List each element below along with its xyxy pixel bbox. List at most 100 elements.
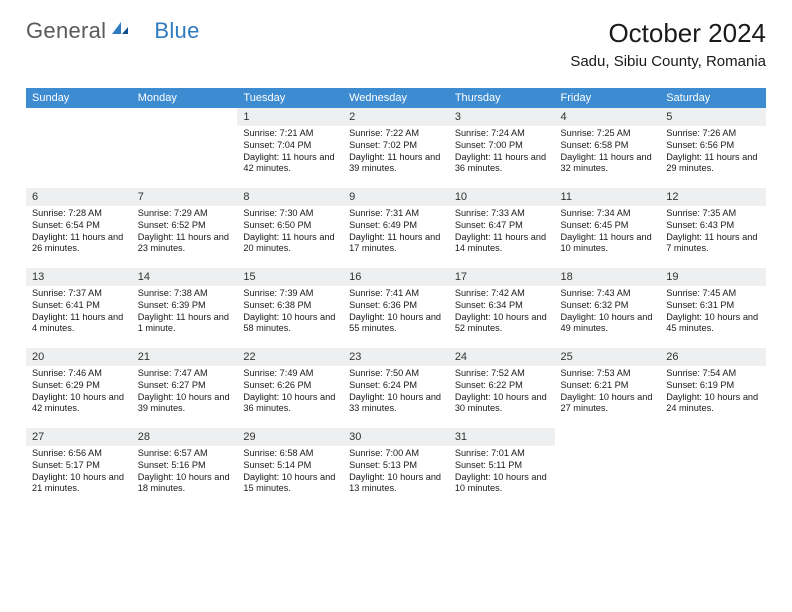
sunset-line: Sunset: 6:32 PM xyxy=(561,300,655,312)
daynum-row: 12345 xyxy=(26,108,766,126)
day-info: Sunrise: 7:01 AMSunset: 5:11 PMDaylight:… xyxy=(449,446,555,508)
day-info: Sunrise: 7:25 AMSunset: 6:58 PMDaylight:… xyxy=(555,126,661,188)
day-info: Sunrise: 7:42 AMSunset: 6:34 PMDaylight:… xyxy=(449,286,555,348)
header: General Blue October 2024 Sadu, Sibiu Co… xyxy=(26,18,766,70)
day-info-cell: Sunrise: 7:21 AMSunset: 7:04 PMDaylight:… xyxy=(237,126,343,188)
sunrise-line: Sunrise: 7:21 AM xyxy=(243,128,337,140)
day-info-cell: Sunrise: 7:25 AMSunset: 6:58 PMDaylight:… xyxy=(555,126,661,188)
day-number: 9 xyxy=(343,188,449,206)
daylight-line: Daylight: 10 hours and 42 minutes. xyxy=(32,392,126,416)
daylight-line: Daylight: 10 hours and 24 minutes. xyxy=(666,392,760,416)
sunset-line: Sunset: 6:43 PM xyxy=(666,220,760,232)
day-number-cell: 11 xyxy=(555,188,661,206)
day-number-cell: 2 xyxy=(343,108,449,126)
info-row: Sunrise: 7:21 AMSunset: 7:04 PMDaylight:… xyxy=(26,126,766,188)
sunset-line: Sunset: 6:26 PM xyxy=(243,380,337,392)
day-info-cell: Sunrise: 7:45 AMSunset: 6:31 PMDaylight:… xyxy=(660,286,766,348)
day-number: 13 xyxy=(26,268,132,286)
empty-day xyxy=(660,446,766,508)
sunrise-line: Sunrise: 7:24 AM xyxy=(455,128,549,140)
day-info-cell: Sunrise: 7:00 AMSunset: 5:13 PMDaylight:… xyxy=(343,446,449,508)
day-info-cell: Sunrise: 7:35 AMSunset: 6:43 PMDaylight:… xyxy=(660,206,766,268)
sunset-line: Sunset: 6:34 PM xyxy=(455,300,549,312)
day-info: Sunrise: 7:53 AMSunset: 6:21 PMDaylight:… xyxy=(555,366,661,428)
day-number-cell: 22 xyxy=(237,348,343,366)
sunrise-line: Sunrise: 7:46 AM xyxy=(32,368,126,380)
day-info: Sunrise: 7:38 AMSunset: 6:39 PMDaylight:… xyxy=(132,286,238,348)
day-number-cell: 20 xyxy=(26,348,132,366)
day-info: Sunrise: 7:43 AMSunset: 6:32 PMDaylight:… xyxy=(555,286,661,348)
day-info: Sunrise: 7:33 AMSunset: 6:47 PMDaylight:… xyxy=(449,206,555,268)
sunset-line: Sunset: 6:54 PM xyxy=(32,220,126,232)
sunrise-line: Sunrise: 7:53 AM xyxy=(561,368,655,380)
daylight-line: Daylight: 11 hours and 14 minutes. xyxy=(455,232,549,256)
day-info-cell: Sunrise: 7:43 AMSunset: 6:32 PMDaylight:… xyxy=(555,286,661,348)
sunset-line: Sunset: 6:19 PM xyxy=(666,380,760,392)
day-info: Sunrise: 7:28 AMSunset: 6:54 PMDaylight:… xyxy=(26,206,132,268)
sunrise-line: Sunrise: 7:37 AM xyxy=(32,288,126,300)
daylight-line: Daylight: 11 hours and 4 minutes. xyxy=(32,312,126,336)
sunrise-line: Sunrise: 7:01 AM xyxy=(455,448,549,460)
day-number: 5 xyxy=(660,108,766,126)
logo: General Blue xyxy=(26,18,200,44)
logo-sail-icon xyxy=(110,16,130,42)
sunset-line: Sunset: 6:47 PM xyxy=(455,220,549,232)
day-info: Sunrise: 6:57 AMSunset: 5:16 PMDaylight:… xyxy=(132,446,238,508)
day-info-cell: Sunrise: 7:53 AMSunset: 6:21 PMDaylight:… xyxy=(555,366,661,428)
sunset-line: Sunset: 6:38 PM xyxy=(243,300,337,312)
day-info-cell: Sunrise: 7:39 AMSunset: 6:38 PMDaylight:… xyxy=(237,286,343,348)
sunset-line: Sunset: 7:00 PM xyxy=(455,140,549,152)
sunset-line: Sunset: 6:52 PM xyxy=(138,220,232,232)
sunrise-line: Sunrise: 7:29 AM xyxy=(138,208,232,220)
day-number-cell: 24 xyxy=(449,348,555,366)
day-info: Sunrise: 7:34 AMSunset: 6:45 PMDaylight:… xyxy=(555,206,661,268)
sunset-line: Sunset: 6:22 PM xyxy=(455,380,549,392)
day-number-cell: 6 xyxy=(26,188,132,206)
sunrise-line: Sunrise: 7:38 AM xyxy=(138,288,232,300)
day-number: 25 xyxy=(555,348,661,366)
day-number: 28 xyxy=(132,428,238,446)
day-number: 20 xyxy=(26,348,132,366)
day-info: Sunrise: 7:22 AMSunset: 7:02 PMDaylight:… xyxy=(343,126,449,188)
daylight-line: Daylight: 11 hours and 20 minutes. xyxy=(243,232,337,256)
sunset-line: Sunset: 6:27 PM xyxy=(138,380,232,392)
day-info-cell: Sunrise: 7:28 AMSunset: 6:54 PMDaylight:… xyxy=(26,206,132,268)
sunset-line: Sunset: 6:49 PM xyxy=(349,220,443,232)
day-info-cell: Sunrise: 7:52 AMSunset: 6:22 PMDaylight:… xyxy=(449,366,555,428)
day-info-cell: Sunrise: 7:24 AMSunset: 7:00 PMDaylight:… xyxy=(449,126,555,188)
info-row: Sunrise: 6:56 AMSunset: 5:17 PMDaylight:… xyxy=(26,446,766,508)
sunrise-line: Sunrise: 7:41 AM xyxy=(349,288,443,300)
daylight-line: Daylight: 10 hours and 39 minutes. xyxy=(138,392,232,416)
day-number: 23 xyxy=(343,348,449,366)
info-row: Sunrise: 7:37 AMSunset: 6:41 PMDaylight:… xyxy=(26,286,766,348)
weekday-header: Friday xyxy=(555,88,661,108)
empty-day xyxy=(555,428,661,446)
day-info: Sunrise: 7:52 AMSunset: 6:22 PMDaylight:… xyxy=(449,366,555,428)
day-number: 29 xyxy=(237,428,343,446)
sunrise-line: Sunrise: 7:35 AM xyxy=(666,208,760,220)
logo-text-blue: Blue xyxy=(154,18,199,44)
day-number-cell: 12 xyxy=(660,188,766,206)
day-info-cell: Sunrise: 7:41 AMSunset: 6:36 PMDaylight:… xyxy=(343,286,449,348)
weekday-header: Wednesday xyxy=(343,88,449,108)
sunset-line: Sunset: 6:58 PM xyxy=(561,140,655,152)
sunrise-line: Sunrise: 7:25 AM xyxy=(561,128,655,140)
day-number: 2 xyxy=(343,108,449,126)
day-info: Sunrise: 6:58 AMSunset: 5:14 PMDaylight:… xyxy=(237,446,343,508)
day-number-cell: 26 xyxy=(660,348,766,366)
day-info: Sunrise: 7:31 AMSunset: 6:49 PMDaylight:… xyxy=(343,206,449,268)
daylight-line: Daylight: 11 hours and 26 minutes. xyxy=(32,232,126,256)
day-info-cell: Sunrise: 7:54 AMSunset: 6:19 PMDaylight:… xyxy=(660,366,766,428)
sunrise-line: Sunrise: 7:00 AM xyxy=(349,448,443,460)
day-info-cell: Sunrise: 7:30 AMSunset: 6:50 PMDaylight:… xyxy=(237,206,343,268)
day-number: 3 xyxy=(449,108,555,126)
day-number: 17 xyxy=(449,268,555,286)
info-row: Sunrise: 7:28 AMSunset: 6:54 PMDaylight:… xyxy=(26,206,766,268)
day-info-cell: Sunrise: 7:46 AMSunset: 6:29 PMDaylight:… xyxy=(26,366,132,428)
calendar-table: SundayMondayTuesdayWednesdayThursdayFrid… xyxy=(26,88,766,508)
day-info: Sunrise: 7:39 AMSunset: 6:38 PMDaylight:… xyxy=(237,286,343,348)
sunset-line: Sunset: 6:21 PM xyxy=(561,380,655,392)
daylight-line: Daylight: 10 hours and 30 minutes. xyxy=(455,392,549,416)
sunrise-line: Sunrise: 7:47 AM xyxy=(138,368,232,380)
day-number-cell: 23 xyxy=(343,348,449,366)
